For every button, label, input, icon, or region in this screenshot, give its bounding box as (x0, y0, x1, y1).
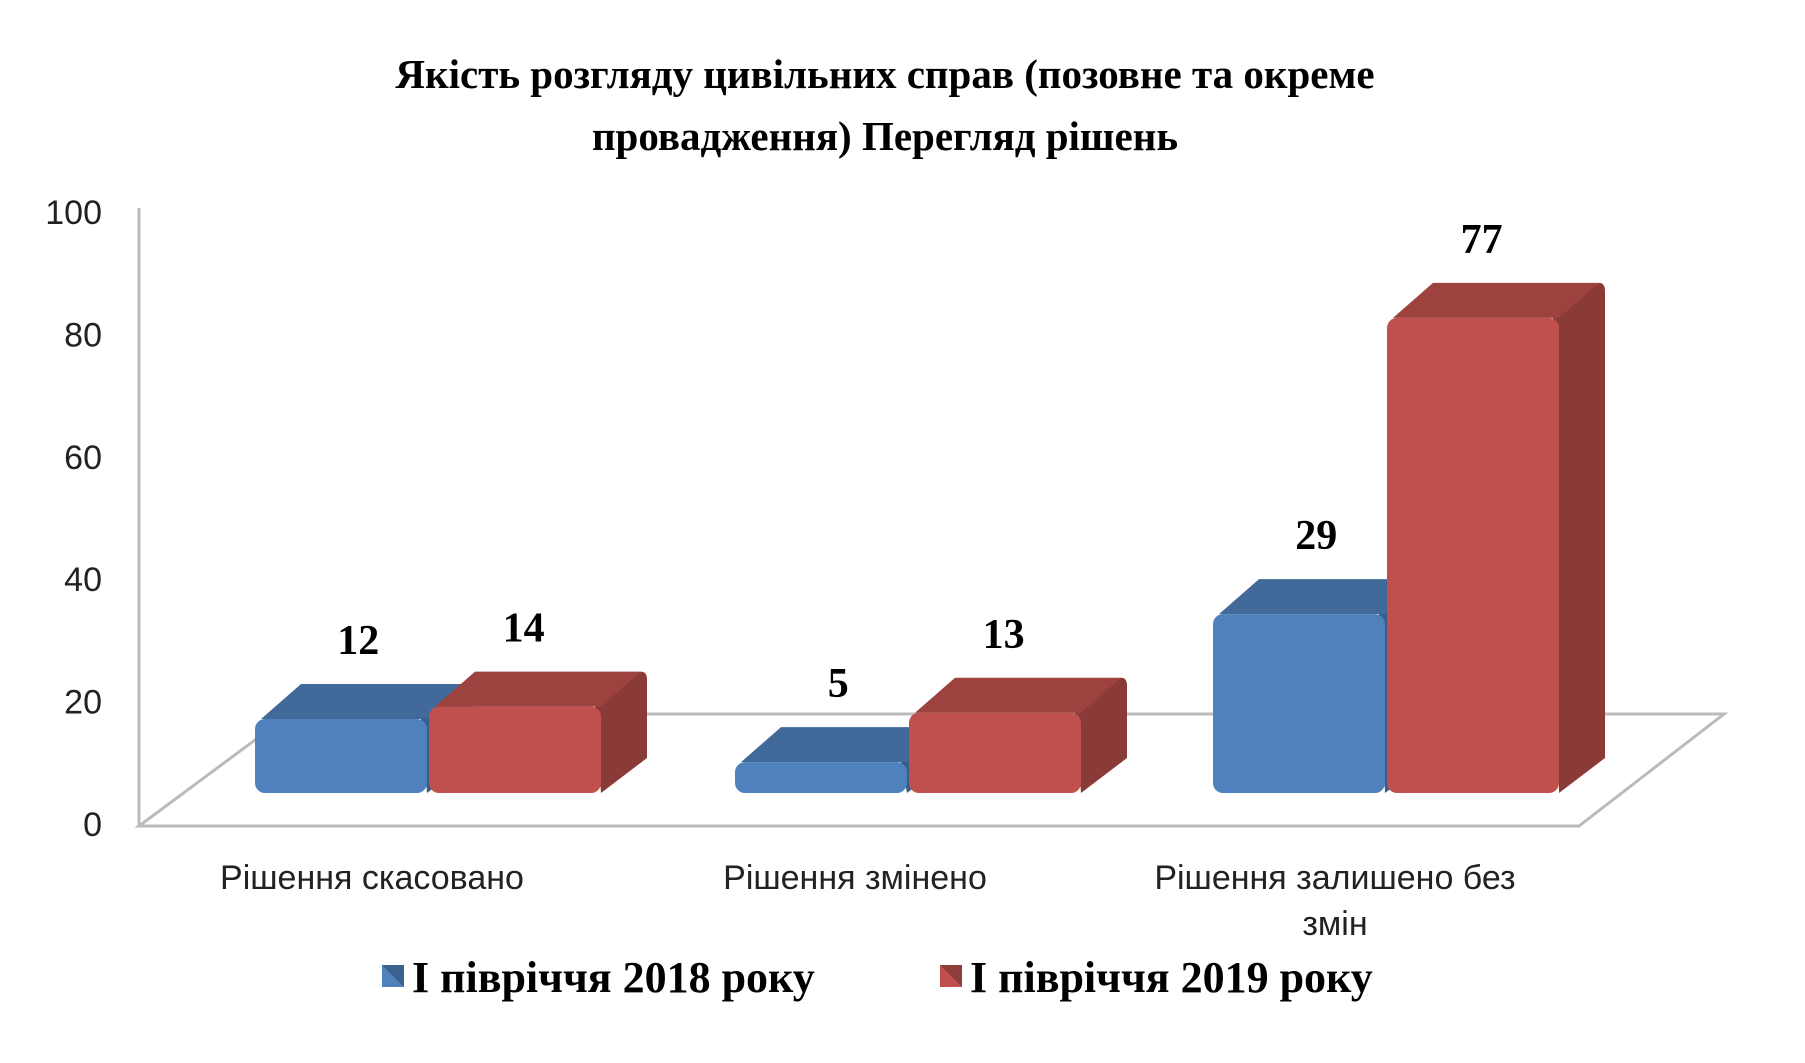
bar-top (1393, 282, 1599, 318)
category-label: Рішення залишено без (1154, 859, 1515, 897)
data-label: 13 (983, 612, 1025, 658)
bar-front (909, 712, 1081, 793)
chart-title-line-1: Якість розгляду цивільних справ (позовне… (395, 51, 1374, 97)
data-label: 5 (828, 661, 849, 707)
bar-front (1213, 614, 1385, 793)
bar-2019-2 (1387, 282, 1605, 793)
bar-top (435, 671, 641, 707)
bar-front (735, 762, 907, 793)
data-label: 12 (337, 618, 379, 664)
y-tick-label: 20 (64, 684, 102, 722)
legend-item-2018: І півріччя 2018 року (382, 953, 815, 1002)
data-label: 29 (1295, 513, 1337, 559)
data-label: 77 (1461, 217, 1503, 263)
bar-top (261, 683, 467, 719)
bar-front (429, 706, 601, 793)
y-tick-label: 0 (83, 806, 102, 844)
bar-2019-0 (429, 671, 647, 793)
legend-swatch-shade (940, 965, 962, 987)
bar-top (1219, 579, 1425, 615)
legend-item-2019: І півріччя 2019 року (940, 953, 1373, 1002)
bar-top (741, 727, 947, 763)
bar-front (1387, 317, 1559, 793)
bar-side (595, 671, 647, 793)
legend-swatch-shade (382, 965, 404, 987)
bar-top (915, 677, 1121, 713)
chart-title: Якість розгляду цивільних справ (позовне… (395, 51, 1374, 159)
bar-2019-1 (909, 677, 1127, 793)
category-label: Рішення скасовано (220, 859, 524, 897)
bar-front (255, 718, 427, 793)
y-tick-label: 40 (64, 561, 102, 599)
category-label: Рішення змінено (723, 859, 987, 897)
chart-title-line-2: провадження) Перегляд рішень (592, 113, 1178, 159)
y-tick-label: 80 (64, 316, 102, 354)
legend-label: І півріччя 2018 року (412, 953, 815, 1002)
legend: І півріччя 2018 року І півріччя 2019 року (382, 953, 1373, 1002)
legend-label: І півріччя 2019 року (970, 953, 1373, 1002)
category-label: змін (1302, 905, 1367, 943)
bar-side (1553, 282, 1605, 793)
y-tick-label: 100 (45, 194, 102, 232)
data-label: 14 (503, 606, 545, 652)
y-tick-label: 60 (64, 439, 102, 477)
